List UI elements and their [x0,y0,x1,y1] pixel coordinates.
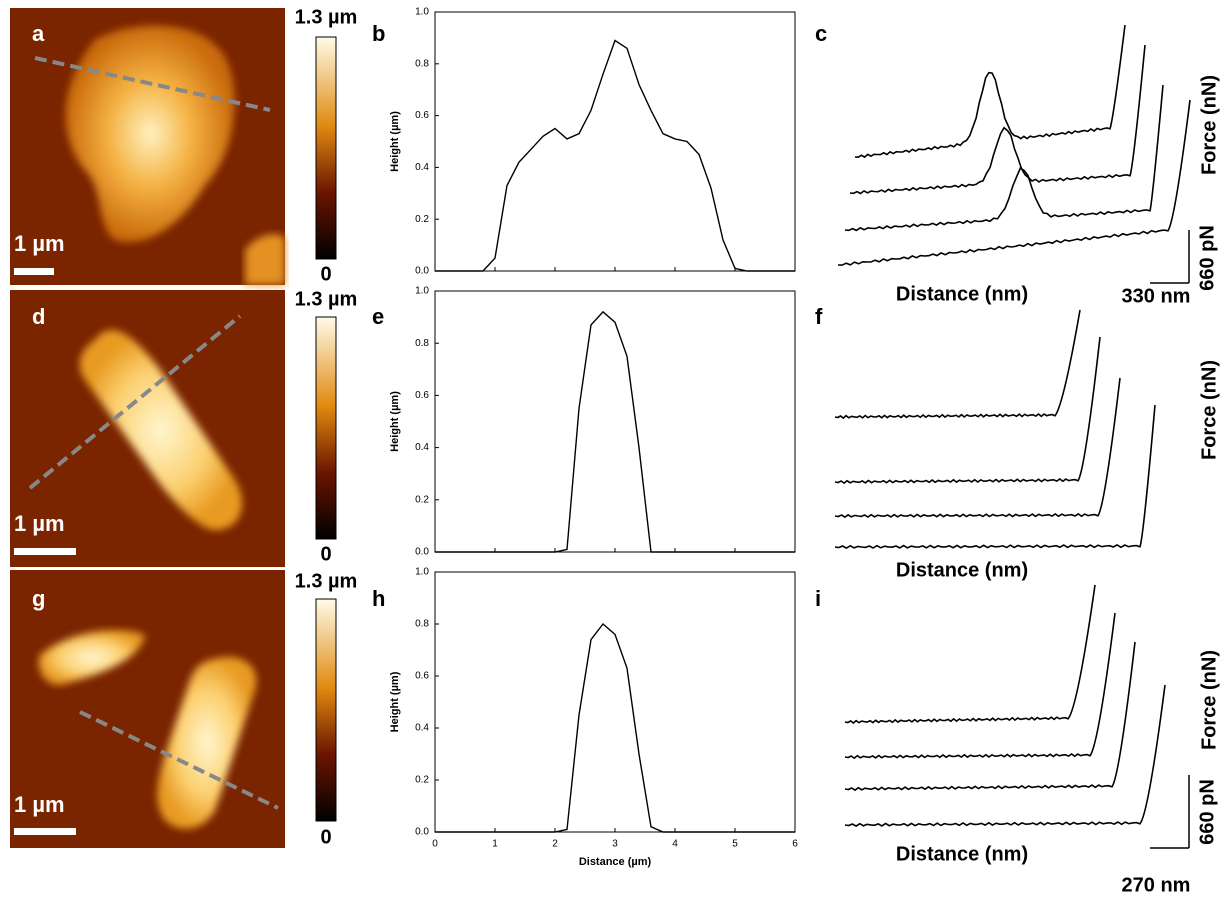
force-curve [834,377,1121,519]
force-curve [849,44,1146,195]
plot-frame [434,11,796,272]
x-label: Distance (nm) [896,843,1028,865]
force-curve [834,404,1156,550]
y-tick-label: 0.2 [415,214,429,225]
force-curves [834,24,1191,828]
distance-scale: 330 nm [1122,285,1191,307]
force-curve [844,584,1096,725]
x-label: Distance (nm) [896,559,1028,581]
force-curve [844,641,1136,792]
line-chart: 0.0 0.2 0.4 0.6 0.8 1.0 0 1 2 3 4 5 6 Height (µm) Dist… [389,567,798,868]
panel-label: c [815,21,827,46]
panel-label: e [372,304,384,329]
panel-labels: b e h c f i [372,21,827,611]
colorbar-max: 1.3 µm [295,570,358,592]
y-axis-label: Height (µm) [389,111,401,172]
panel-label: g [32,586,45,611]
y-tick-label: 0.2 [415,494,429,505]
colorbar-min: 0 [320,826,331,848]
line-chart: 0.0 0.2 0.4 0.6 0.8 1.0 Height (µm) [389,7,796,277]
profile-line [435,39,795,272]
x-tick-label: 3 [612,839,618,850]
y-tick-label: 0.6 [415,390,429,401]
colorbar-min: 0 [320,543,331,565]
force-curve [844,84,1164,232]
profile-line [435,310,795,553]
panel-label: b [372,21,385,46]
y-tick-label: 0.4 [415,442,429,453]
x-label: Distance (nm) [896,283,1028,305]
colorbar-max: 1.3 µm [295,288,358,310]
y-tick-label: 0.8 [415,338,429,349]
y-label: Force (nN) [1198,650,1220,750]
y-tick-label: 0.0 [415,266,429,277]
scale-label: 1 µm [14,231,65,256]
y-tick-label: 0.2 [415,775,429,786]
scale-bars [1150,230,1190,849]
x-axis-label: Distance (µm) [579,856,652,868]
panel-label: h [372,586,385,611]
y-tick-label: 0.6 [415,671,429,682]
y-tick-label: 1.0 [415,7,429,18]
y-tick-label: 0.8 [415,619,429,630]
colorbar-max: 1.3 µm [295,6,358,28]
y-tick-label: 1.0 [415,567,429,578]
x-tick-label: 4 [672,839,678,850]
y-axis-label: Height (µm) [389,671,401,732]
y-label: Force (nN) [1198,360,1220,460]
force-curve [854,24,1126,159]
force-curve [834,309,1081,420]
y-tick-label: 0.4 [415,723,429,734]
panel-label: a [32,21,45,46]
y-tick-label: 0.0 [415,547,429,558]
y-tick-label: 0.4 [415,162,429,173]
y-tick-label: 0.0 [415,827,429,838]
x-tick-label: 6 [792,839,798,850]
x-tick-label: 1 [492,839,498,850]
afm-image [10,8,337,848]
y-label: Force (nN) [1198,75,1220,175]
colorbar-labels: 1.3 µm 0 1.3 µm 0 1.3 µm 0 [295,6,358,848]
panel-label: d [32,304,45,329]
x-tick-label: 0 [432,839,438,850]
plot-frame [434,571,796,833]
panel-label: f [815,304,823,329]
force-curve [844,612,1116,760]
force-curve [834,336,1101,485]
y-tick-label: 0.8 [415,58,429,69]
plot-frame [434,290,796,553]
force-scale: 660 pN [1196,779,1218,845]
force-labels: Force (nN) Force (nN) Force (nN) Distanc… [896,75,1220,896]
y-axis-label: Height (µm) [389,391,401,452]
y-tick-label: 1.0 [415,286,429,297]
force-curve [837,99,1191,266]
y-tick-label: 0.6 [415,110,429,121]
force-scale: 660 pN [1196,225,1218,291]
x-tick-label: 2 [552,839,558,850]
scale-label: 1 µm [14,792,65,817]
distance-scale: 270 nm [1122,874,1191,896]
line-chart: 0.0 0.2 0.4 0.6 0.8 1.0 Height (µm) [389,286,796,558]
profile-line [435,622,795,833]
afm-labels: a d g 1 µm 1 µm 1 µm [14,21,65,817]
colorbar-min: 0 [320,263,331,285]
scale-label: 1 µm [14,511,65,536]
x-tick-label: 5 [732,839,738,850]
force-curve [844,684,1166,828]
panel-label: i [815,586,821,611]
